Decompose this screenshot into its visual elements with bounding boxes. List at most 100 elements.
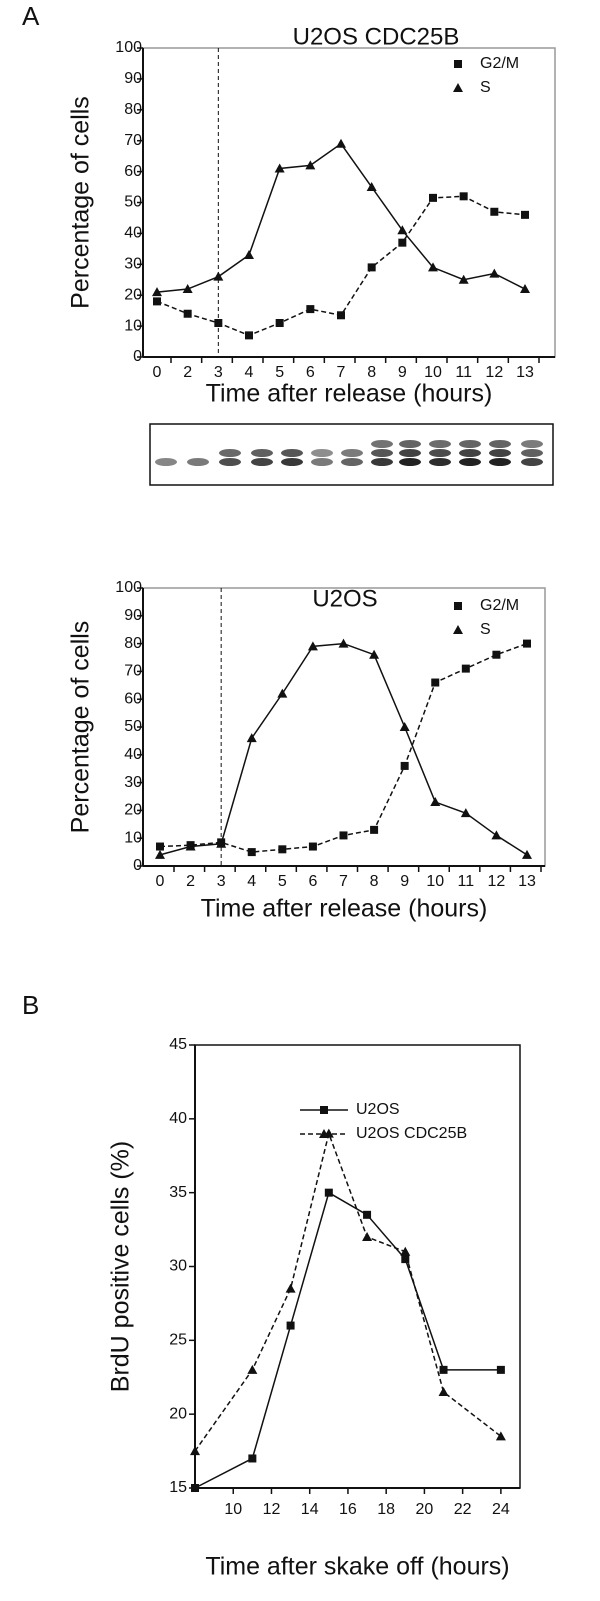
marker <box>275 319 284 328</box>
marker <box>370 825 379 834</box>
marker <box>246 733 257 743</box>
marker <box>430 797 441 807</box>
y-tick-label: 30 <box>124 774 142 791</box>
marker <box>461 664 470 673</box>
y-tick-label: 70 <box>124 132 142 149</box>
y-tick-label: 40 <box>169 1110 187 1127</box>
x-tick-label: 12 <box>488 873 506 890</box>
blot-band <box>429 458 451 466</box>
x-tick-label: 13 <box>516 364 534 381</box>
blot-band <box>187 458 209 466</box>
y-tick-label: 90 <box>124 607 142 624</box>
marker <box>490 207 499 216</box>
marker <box>337 311 345 320</box>
marker <box>216 838 227 848</box>
legend-marker <box>454 60 462 68</box>
marker <box>489 268 500 278</box>
marker <box>495 1431 506 1441</box>
marker <box>522 849 532 859</box>
marker <box>191 1484 199 1492</box>
x-tick-label: 0 <box>153 364 162 381</box>
marker <box>336 138 346 148</box>
x-tick-label: 10 <box>224 1501 242 1518</box>
y-tick-label: 100 <box>115 39 142 56</box>
marker <box>366 182 377 192</box>
blot-band <box>311 449 333 457</box>
blot-band <box>459 440 481 448</box>
series-line <box>156 142 526 293</box>
blot-band <box>521 458 543 466</box>
marker <box>244 250 254 260</box>
blot-band <box>371 440 393 448</box>
marker <box>247 1364 258 1374</box>
series-line <box>194 1191 501 1489</box>
marker <box>362 1231 373 1241</box>
marker <box>492 650 501 659</box>
x-axis-label: Time after skake off (hours) <box>205 1553 509 1581</box>
y-tick-label: 10 <box>124 317 142 334</box>
blot-band <box>219 458 241 466</box>
x-tick-label: 12 <box>263 1501 281 1518</box>
blot-band <box>489 458 511 466</box>
blot-band <box>521 440 543 448</box>
marker <box>338 638 349 648</box>
y-tick-label: 15 <box>169 1479 187 1496</box>
marker <box>307 641 318 651</box>
marker <box>277 688 288 698</box>
x-tick-label: 3 <box>214 364 223 381</box>
y-tick-label: 25 <box>169 1332 187 1349</box>
y-tick-label: 30 <box>124 256 142 273</box>
x-tick-label: 8 <box>367 364 376 381</box>
x-tick-label: 3 <box>217 873 226 890</box>
series-line <box>159 642 528 856</box>
y-tick-label: 35 <box>169 1184 187 1201</box>
marker <box>274 163 285 173</box>
blot-band <box>371 449 393 457</box>
marker <box>458 274 469 284</box>
marker <box>155 849 165 859</box>
marker <box>324 1188 333 1197</box>
marker <box>397 225 408 235</box>
x-tick-label: 9 <box>400 873 409 890</box>
marker <box>431 678 440 687</box>
x-tick-label: 2 <box>186 873 195 890</box>
y-tick-label: 20 <box>124 802 142 819</box>
y-tick-label: 60 <box>124 690 142 707</box>
marker <box>305 160 316 170</box>
marker <box>248 1454 257 1463</box>
blot-band <box>489 449 511 457</box>
chart-title: U2OS <box>312 585 377 612</box>
x-tick-label: 14 <box>301 1501 319 1518</box>
x-tick-label: 22 <box>454 1501 472 1518</box>
blot-band <box>341 458 363 466</box>
x-tick-label: 7 <box>337 364 346 381</box>
marker <box>399 722 410 731</box>
marker <box>153 297 161 306</box>
legend-label: G2/M <box>480 597 519 614</box>
x-axis-label: Time after release (hours) <box>206 380 493 408</box>
marker <box>491 830 502 840</box>
y-tick-label: 40 <box>124 225 142 242</box>
marker <box>286 1321 295 1330</box>
marker <box>429 193 437 202</box>
x-tick-label: 24 <box>492 1501 510 1518</box>
chart-title: U2OS CDC25B <box>293 23 460 50</box>
y-tick-label: 80 <box>124 101 142 118</box>
blot-band <box>371 458 393 466</box>
blot-band <box>521 449 543 457</box>
marker <box>520 284 530 294</box>
marker <box>214 319 223 328</box>
blot-band <box>281 458 303 466</box>
marker <box>152 287 162 297</box>
panel-label: A <box>22 1 40 31</box>
y-tick-label: 45 <box>169 1036 187 1053</box>
x-tick-label: 4 <box>245 364 254 381</box>
x-tick-label: 5 <box>275 364 284 381</box>
marker <box>278 845 287 854</box>
marker <box>363 1210 372 1219</box>
x-tick-label: 11 <box>455 364 472 381</box>
x-tick-label: 4 <box>247 873 256 890</box>
marker <box>247 848 256 857</box>
legend-marker <box>454 602 462 610</box>
legend-label: U2OS <box>356 1101 400 1118</box>
